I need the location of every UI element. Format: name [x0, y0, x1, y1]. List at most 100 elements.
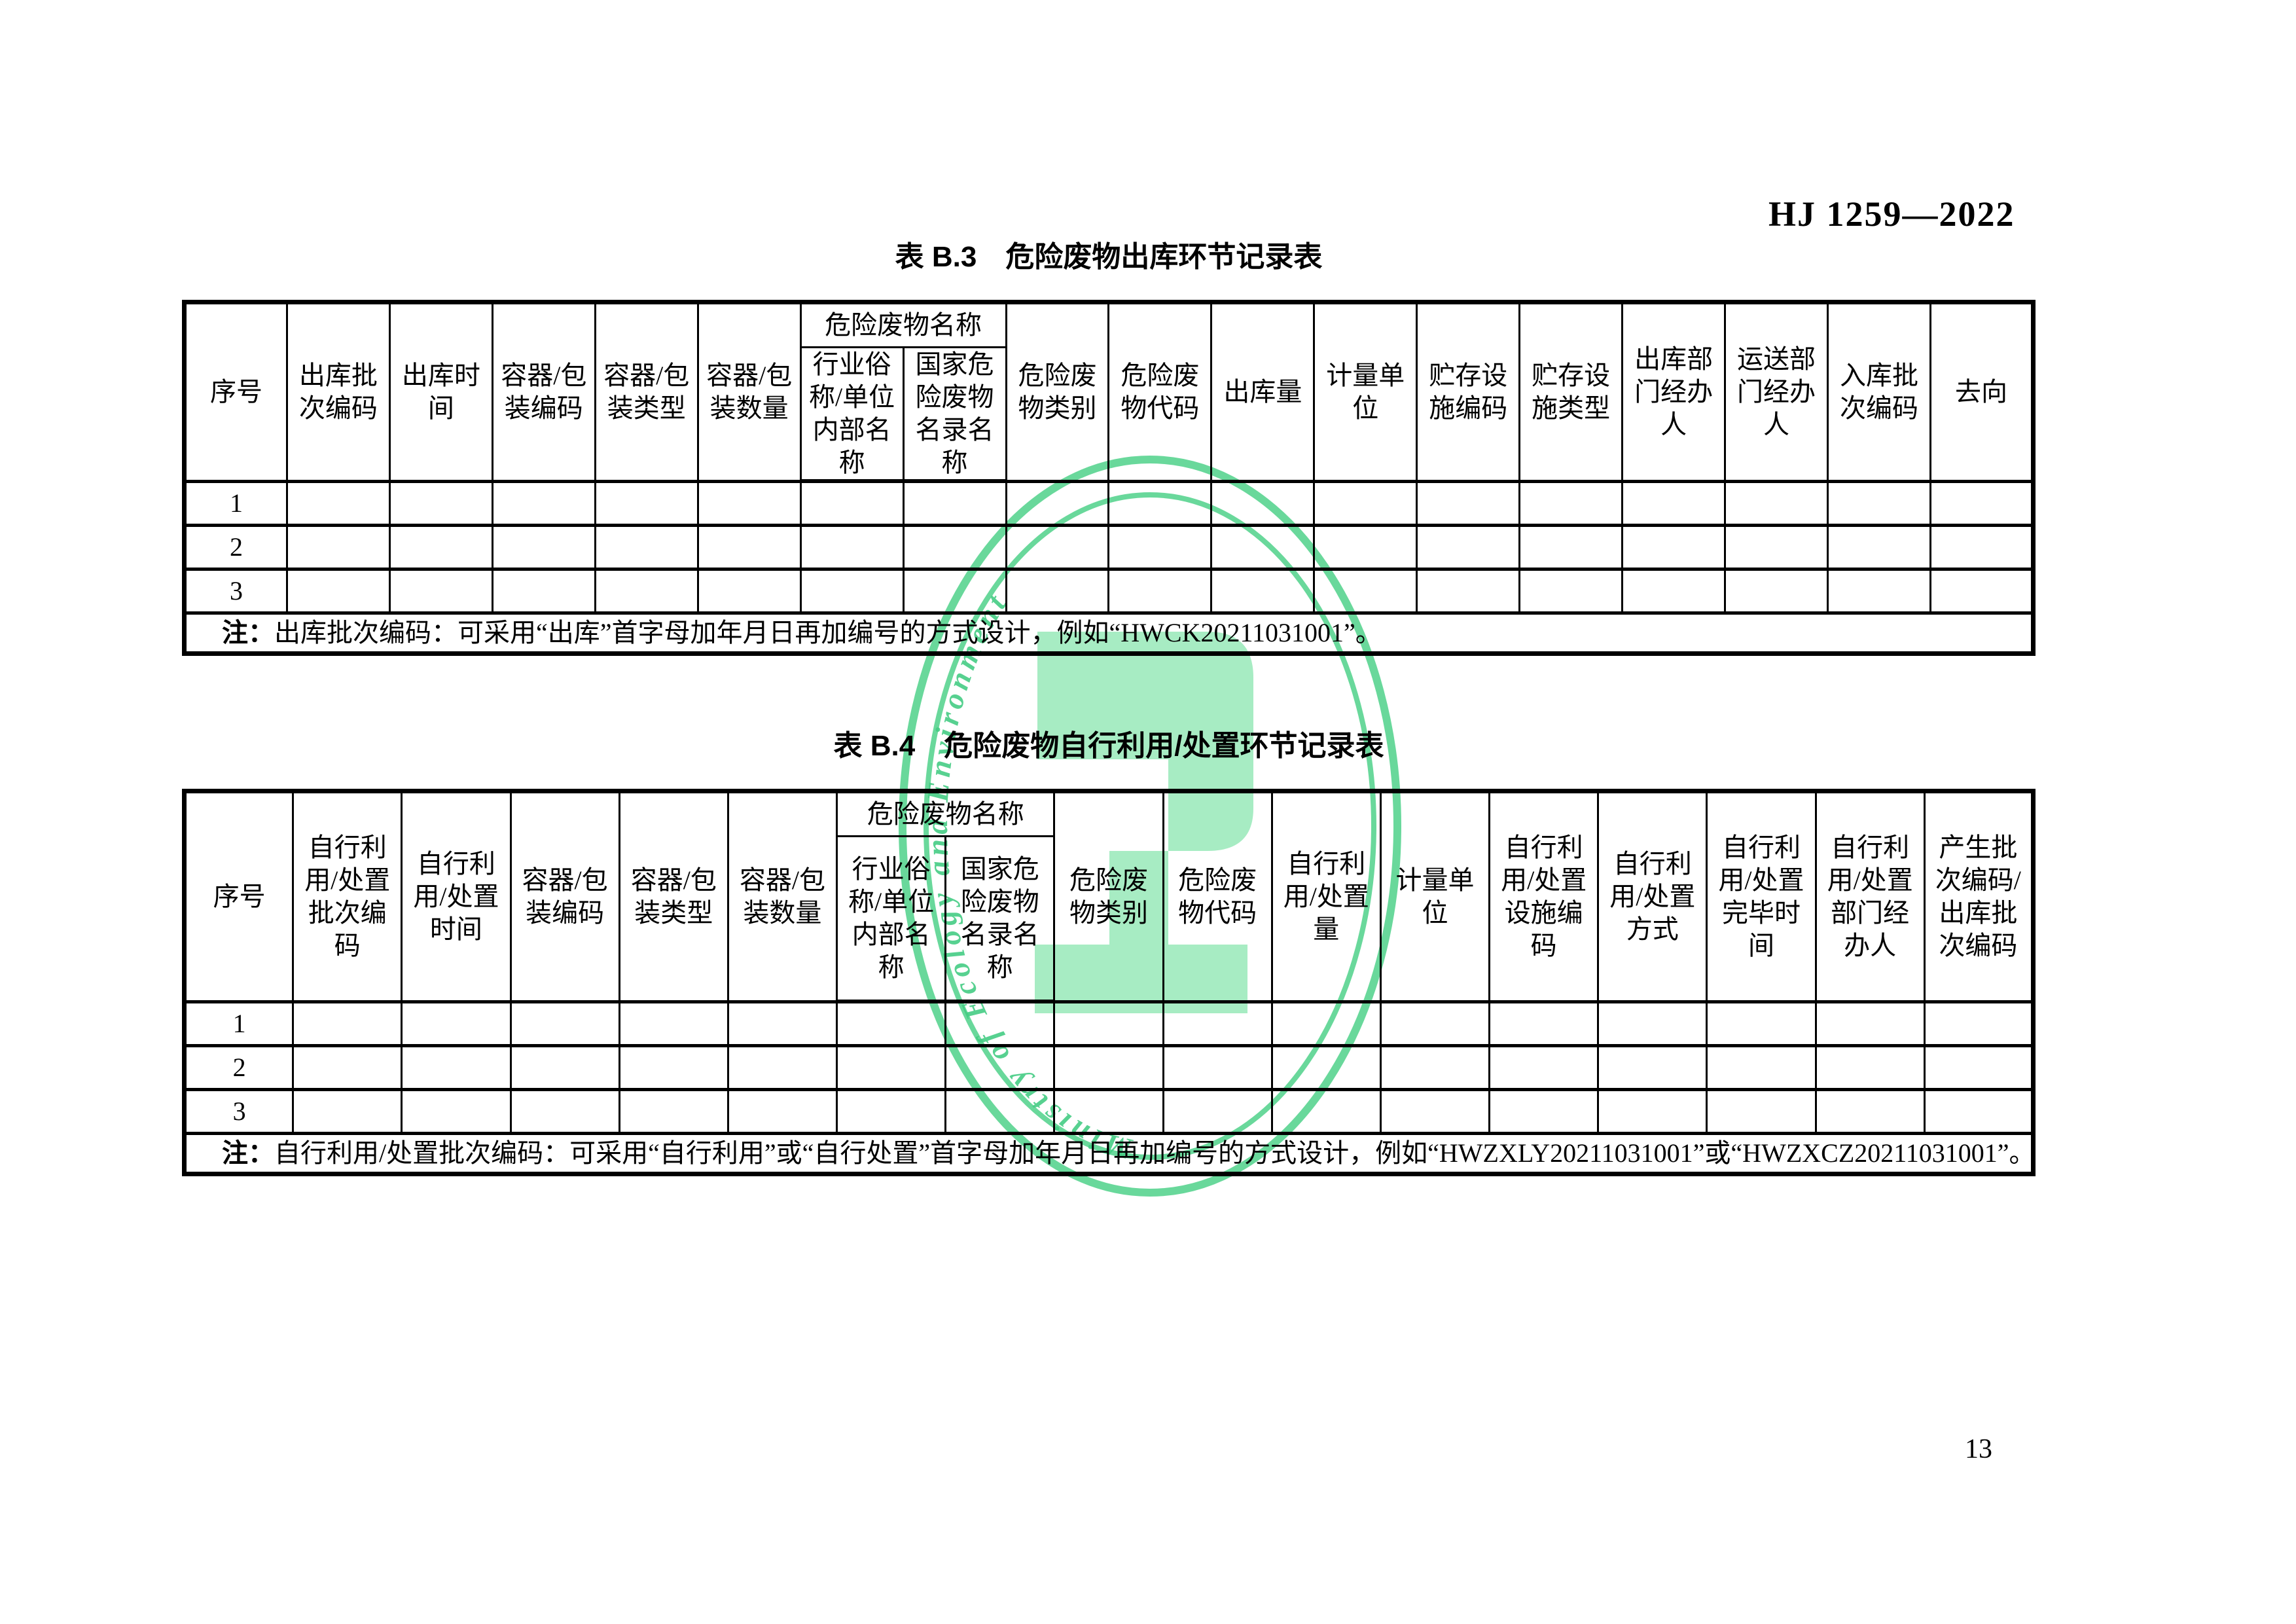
table-cell	[1270, 1088, 1382, 1135]
table-cell	[1053, 1044, 1164, 1091]
table-cell	[1379, 1044, 1491, 1091]
table-cell	[1706, 1088, 1817, 1135]
table-cell	[1923, 1088, 2035, 1135]
table-cell	[799, 568, 905, 615]
table-cell	[836, 1088, 947, 1135]
table-cell	[1313, 524, 1418, 571]
table-cell	[1724, 524, 1829, 571]
table-note: 注：自行利用/处置批次编码：可采用“自行利用”或“自行处置”首字母加年月日再加编…	[183, 1132, 2034, 1175]
column-header: 危险废物类别	[1005, 301, 1110, 482]
row-index: 3	[183, 1088, 295, 1135]
table-cell	[491, 479, 596, 527]
note-label: 注：	[222, 619, 274, 647]
table-cell	[1518, 524, 1624, 571]
table-cell	[1488, 1044, 1600, 1091]
column-header: 出库批次编码	[285, 301, 391, 482]
table-cell	[799, 479, 905, 527]
table-cell	[401, 1000, 512, 1047]
table-b3: 序号 出库批次编码 出库时间 容器/包装编码 容器/包装类型 容器/包装数量 危…	[182, 300, 2036, 656]
table-cell	[1597, 1000, 1708, 1047]
column-header: 容器/包装数量	[726, 790, 838, 1003]
table-cell	[696, 568, 802, 615]
column-header: 自行利用/处置量	[1270, 790, 1382, 1003]
row-index: 2	[183, 524, 288, 571]
column-header: 危险废物代码	[1162, 790, 1273, 1003]
table-cell	[902, 568, 1007, 615]
column-group-header: 危险废物名称	[799, 301, 1007, 348]
column-header: 去向	[1929, 301, 2035, 482]
column-header: 出库时间	[388, 301, 493, 482]
table-cell	[1005, 524, 1110, 571]
table-cell	[1724, 568, 1829, 615]
column-header: 自行利用/处置批次编码	[292, 790, 403, 1003]
table-cell	[388, 479, 493, 527]
table-cell	[836, 1044, 947, 1091]
table-cell	[944, 1044, 1056, 1091]
table-cell	[1724, 479, 1829, 527]
table-cell	[726, 1000, 838, 1047]
table-cell	[1621, 524, 1727, 571]
table-cell	[1210, 568, 1316, 615]
column-header: 自行利用/处置方式	[1597, 790, 1708, 1003]
column-header: 行业俗称/单位内部名称	[799, 346, 905, 483]
table-cell	[1379, 1000, 1491, 1047]
table-cell	[1313, 479, 1418, 527]
column-header: 自行利用/处置完毕时间	[1706, 790, 1817, 1003]
table-b4-title: 表 B.4 危险废物自行利用/处置环节记录表	[833, 730, 1384, 762]
table-cell	[1162, 1088, 1273, 1135]
table-cell	[944, 1000, 1056, 1047]
table-cell	[1488, 1000, 1600, 1047]
column-header: 危险废物代码	[1107, 301, 1213, 482]
note-text: 自行利用/处置批次编码：可采用“自行利用”或“自行处置”首字母加年月日再加编号的…	[274, 1138, 2034, 1168]
table-cell	[292, 1000, 403, 1047]
table-cell	[944, 1088, 1056, 1135]
row-index: 1	[183, 479, 288, 527]
table-cell	[401, 1088, 512, 1135]
table-cell	[726, 1044, 838, 1091]
column-header: 容器/包装类型	[594, 301, 699, 482]
table-cell	[1621, 568, 1727, 615]
table-cell	[1270, 1000, 1382, 1047]
row-index: 3	[183, 568, 288, 615]
table-cell	[1313, 568, 1418, 615]
table-cell	[1416, 479, 1521, 527]
table-b4: 序号 自行利用/处置批次编码 自行利用/处置时间 容器/包装编码 容器/包装类型…	[182, 789, 2036, 1176]
table-cell	[1416, 568, 1521, 615]
column-header: 运送部门经办人	[1724, 301, 1829, 482]
table-cell	[1929, 568, 2035, 615]
table-cell	[1827, 479, 1931, 527]
column-header: 国家危险废物名录名称	[944, 835, 1056, 1003]
table-cell	[1929, 479, 2035, 527]
table-cell	[836, 1000, 947, 1047]
table-cell	[401, 1044, 512, 1091]
table-cell	[1053, 1000, 1164, 1047]
note-text: 出库批次编码：可采用“出库”首字母加年月日再加编号的方式设计，例如“HWCK20…	[274, 618, 1382, 647]
column-header: 国家危险废物名录名称	[902, 346, 1007, 483]
table-cell	[726, 1088, 838, 1135]
column-header: 自行利用/处置时间	[401, 790, 512, 1003]
column-header: 序号	[183, 790, 295, 1003]
table-cell	[1005, 479, 1110, 527]
table-cell	[1814, 1044, 1926, 1091]
table-cell	[1923, 1000, 2035, 1047]
table-cell	[1827, 568, 1931, 615]
table-cell	[1210, 524, 1316, 571]
table-cell	[696, 479, 802, 527]
table-cell	[388, 568, 493, 615]
column-header: 序号	[183, 301, 288, 482]
table-cell	[1518, 479, 1624, 527]
table-cell	[1162, 1000, 1273, 1047]
table-cell	[1929, 524, 2035, 571]
table-cell	[509, 1044, 620, 1091]
table-cell	[285, 524, 391, 571]
table-cell	[1107, 479, 1213, 527]
table-cell	[1923, 1044, 2035, 1091]
table-cell	[292, 1044, 403, 1091]
table-cell	[285, 479, 391, 527]
table-cell	[1379, 1088, 1491, 1135]
table-cell	[1706, 1044, 1817, 1091]
table-cell	[618, 1088, 729, 1135]
column-header: 容器/包装数量	[696, 301, 802, 482]
column-header: 容器/包装编码	[509, 790, 620, 1003]
